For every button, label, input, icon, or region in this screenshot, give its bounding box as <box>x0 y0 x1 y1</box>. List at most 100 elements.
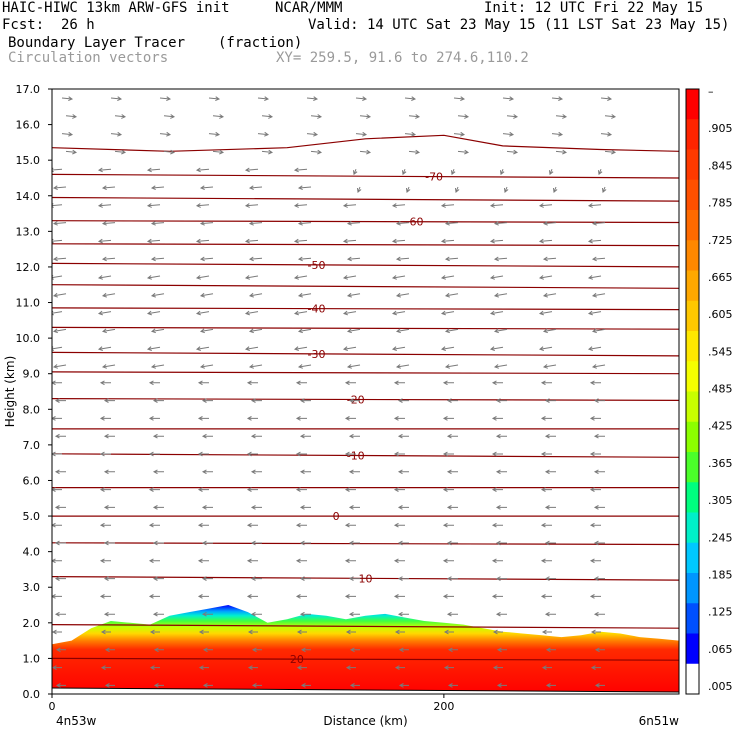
contour-line <box>52 307 679 311</box>
wind-vector <box>152 611 164 617</box>
wind-vector <box>250 469 262 475</box>
wind-vector <box>54 433 66 439</box>
wind-vector <box>293 346 308 351</box>
contour-line <box>52 542 679 546</box>
colorbar: – .905 .845 .785 .725 .665 .605 .545 .485 .425 .36… <box>685 85 733 695</box>
wind-vector <box>250 505 262 510</box>
wind-vector <box>293 275 308 280</box>
wind-vector <box>489 310 504 316</box>
wind-vector <box>544 398 556 403</box>
wind-vector <box>444 364 459 369</box>
wind-vector <box>297 292 312 298</box>
wind-vector <box>359 114 372 119</box>
wind-vector <box>299 398 311 403</box>
wind-vector <box>99 594 111 599</box>
wind-vector <box>587 275 602 280</box>
colorbar-swatch <box>686 633 699 665</box>
wind-vector <box>197 594 209 599</box>
plot-frame <box>51 88 680 695</box>
colorbar-label: .605 <box>708 308 733 321</box>
colorbar-label: .425 <box>708 420 733 433</box>
wind-vector <box>348 611 360 617</box>
wind-vector <box>299 611 311 617</box>
wind-vector <box>55 647 66 653</box>
wind-vector <box>52 451 62 457</box>
wind-vector <box>491 416 503 421</box>
wind-vector <box>549 169 554 176</box>
wind-vector <box>444 220 459 226</box>
colorbar-frame <box>685 88 700 695</box>
wind-vector <box>491 522 503 528</box>
wind-vector <box>295 416 307 421</box>
contour-line <box>52 134 679 152</box>
wind-vector <box>153 683 164 688</box>
colorbar-label: .305 <box>708 494 733 507</box>
wind-vector <box>199 220 214 226</box>
y-tick-label: 16.0 <box>16 119 41 132</box>
x-axis-label: Distance (km) <box>323 714 407 728</box>
wind-vector <box>212 114 225 119</box>
y-tick-label: 3.0 <box>23 581 41 594</box>
contour-line <box>52 262 679 268</box>
wind-vector <box>150 328 165 334</box>
colorbar-label: .485 <box>708 383 733 396</box>
wind-vector <box>544 469 556 475</box>
wind-vector <box>146 203 161 208</box>
y-tick-label: 8.0 <box>23 403 41 416</box>
wind-vector <box>55 683 66 688</box>
wind-vector <box>244 167 259 173</box>
wind-vector <box>246 594 258 599</box>
wind-vector <box>591 328 606 334</box>
wind-vector <box>348 540 360 546</box>
wind-vector <box>65 114 78 119</box>
wind-vector <box>591 220 606 226</box>
wind-vector <box>391 275 406 280</box>
wind-vector <box>101 292 116 298</box>
wind-vector <box>587 203 602 208</box>
colorbar-swatch <box>686 421 699 453</box>
wind-vector <box>593 398 605 403</box>
wind-vector <box>297 256 312 262</box>
wind-vector <box>299 469 311 475</box>
wind-vector <box>540 594 552 599</box>
wind-vector <box>395 220 410 226</box>
overlay-name: Circulation vectors <box>8 50 169 66</box>
y-tick-label: 9.0 <box>23 368 41 381</box>
colorbar-swatch <box>686 240 699 271</box>
wind-vector <box>496 683 507 688</box>
wind-vector <box>293 203 308 208</box>
wind-vector <box>148 487 160 492</box>
wind-vector <box>246 558 258 564</box>
wind-vector <box>444 328 459 334</box>
wind-vector <box>295 451 307 457</box>
wind-vector <box>97 238 112 244</box>
wind-vector <box>495 576 507 581</box>
wind-vector <box>355 131 368 137</box>
wind-vector <box>195 275 210 280</box>
wind-vector <box>495 611 507 617</box>
wind-vector <box>297 220 312 226</box>
wind-vector <box>395 256 410 262</box>
wind-vector <box>393 558 405 564</box>
wind-vector <box>391 203 406 208</box>
wind-vector <box>247 629 258 635</box>
y-tick-label: 14.0 <box>16 190 41 203</box>
contour-line <box>52 173 679 179</box>
wind-vector <box>103 505 115 510</box>
colorbar-label: .065 <box>708 643 733 656</box>
colorbar-swatch <box>686 663 699 695</box>
wind-vector <box>593 540 605 546</box>
wind-vector <box>397 505 409 510</box>
wind-vector <box>299 576 311 581</box>
wind-vector <box>604 149 617 155</box>
wind-vector <box>52 220 67 226</box>
wind-vector <box>201 433 213 439</box>
wind-vector <box>97 203 112 208</box>
wind-vector <box>348 398 360 403</box>
colorbar-swatch <box>686 542 699 574</box>
wind-vector <box>591 256 606 262</box>
wind-vector <box>492 629 503 635</box>
wind-vector <box>395 364 410 369</box>
wind-vector <box>248 328 263 334</box>
wind-vector <box>246 416 258 421</box>
